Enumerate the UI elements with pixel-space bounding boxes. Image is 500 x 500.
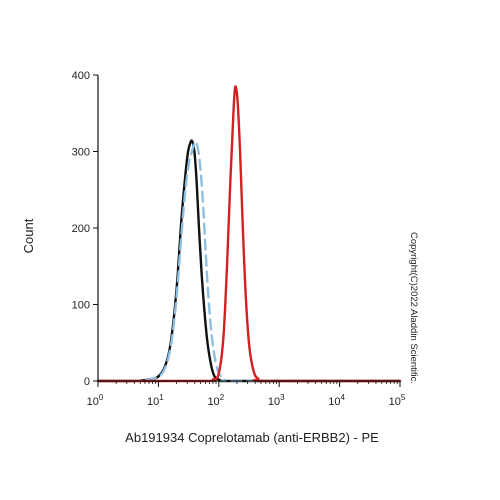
y-tick-label: 100: [72, 300, 90, 312]
x-tick-label: 104: [328, 393, 345, 408]
x-tick-label: 102: [207, 393, 224, 408]
y-tick-label: 400: [72, 70, 90, 82]
x-tick-label: 103: [268, 393, 285, 408]
antibody-stained-curve: [96, 85, 402, 383]
x-tick-label: 105: [389, 393, 406, 408]
y-tick-label: 300: [72, 147, 90, 159]
unstained-control-curve: [96, 140, 402, 383]
x-tick-label: 100: [87, 393, 104, 408]
copyright-watermark: Copyright(C)2022 Aladdin Scientific.: [408, 232, 419, 384]
x-axis-title: Ab191934 Coprelotamab (anti-ERBB2) - PE: [125, 430, 379, 445]
x-tick-label: 101: [147, 393, 164, 408]
y-tick-label: 200: [72, 223, 90, 235]
y-axis-title: Count: [21, 218, 36, 253]
y-tick-label: 0: [84, 376, 90, 388]
